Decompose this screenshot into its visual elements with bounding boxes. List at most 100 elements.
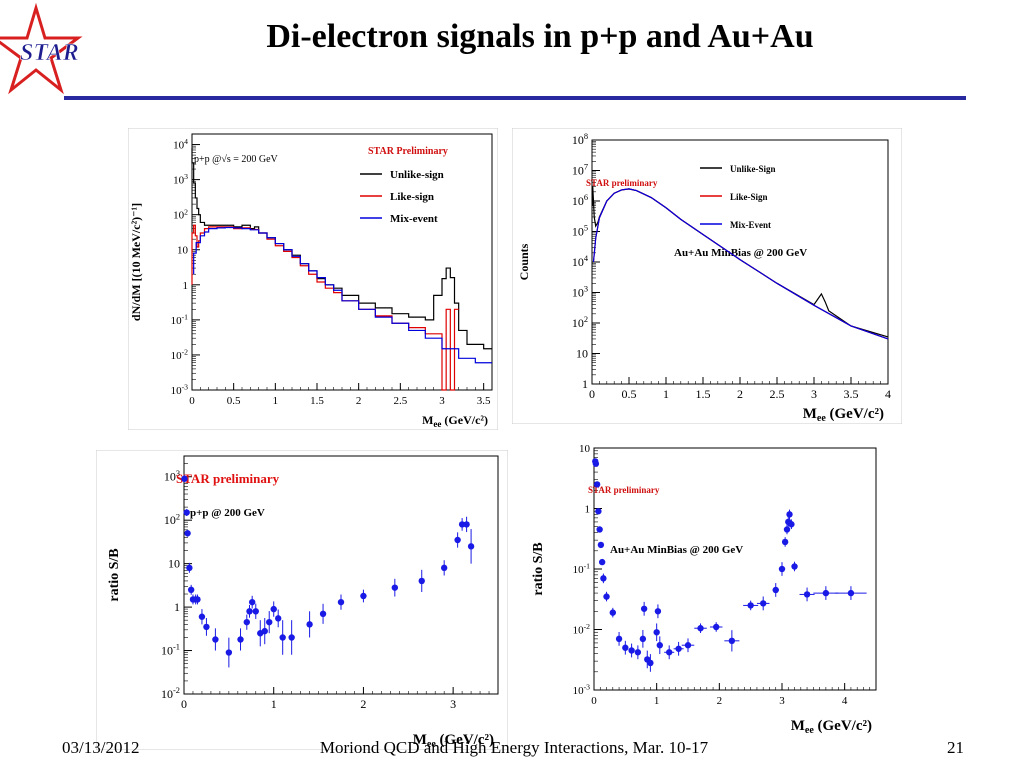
data-point <box>225 649 233 656</box>
auau-mass-svg: 0 0.5 1 1.5 2 2.5 3 3.5 4 1 10 102 103 104 105 106 107 10… <box>512 128 902 424</box>
x-tick-label: 0 <box>589 387 595 401</box>
legend-label: Like-Sign <box>730 192 768 202</box>
data-point <box>279 634 286 641</box>
plot-area <box>591 139 889 385</box>
x-tick-label: 4 <box>842 695 848 707</box>
y-axis-label: dN/dM [(10 MeV/c²)⁻¹] <box>129 203 143 321</box>
x-tick-label: 2 <box>360 697 366 711</box>
x-tick-label: 1.5 <box>696 387 711 401</box>
data-point <box>360 592 367 600</box>
data-point <box>786 511 793 518</box>
data-point <box>275 615 282 622</box>
plot-area <box>183 455 499 695</box>
data-point <box>288 634 295 641</box>
data-point <box>728 637 736 645</box>
x-tick-label: 1.5 <box>310 395 324 407</box>
x-tick-label: 2 <box>356 395 362 407</box>
data-point <box>781 538 789 546</box>
data-point <box>684 642 692 649</box>
pp-mass-chart: 0 0.5 1 1.5 2 2.5 3 3.5 10-3 10-2 10-1 1 10 102 103 104… <box>128 128 498 430</box>
data-point <box>639 635 647 643</box>
data-point <box>600 575 607 582</box>
title-divider <box>64 96 966 100</box>
data-point <box>747 602 754 609</box>
x-tick-label: 1 <box>663 387 669 401</box>
data-point <box>261 627 268 635</box>
data-point <box>194 596 201 603</box>
data-point <box>418 577 425 585</box>
x-axis-label: Mee (GeV/c²) <box>791 718 872 736</box>
data-point <box>803 591 811 598</box>
x-tick-label: 3 <box>450 697 456 711</box>
annotation: Au+Au MinBias @ 200 GeV <box>674 247 807 259</box>
y-tick-label: 102 <box>572 315 588 330</box>
x-tick-label: 3 <box>439 395 445 407</box>
data-point <box>266 618 273 626</box>
data-point <box>783 526 791 533</box>
x-tick-label: 0 <box>591 695 597 707</box>
y-axis-label: Counts <box>517 243 531 280</box>
y-axis-label: ratio S/B <box>531 542 546 595</box>
auau-ratio-chart: 0 1 2 3 4 10-3 10-2 10-1 1 10 ratio S/B Mee (GeV/c²… <box>520 440 886 736</box>
y-tick-label: 105 <box>572 224 588 239</box>
pp-ratio-chart: 0 1 2 3 10-2 10-1 1 10 102 103 ratio S/B Mee (GeV/c… <box>96 450 508 750</box>
data-point <box>593 481 601 488</box>
legend-label: Unlike-Sign <box>730 164 776 174</box>
pp-mass-svg: 0 0.5 1 1.5 2 2.5 3 3.5 10-3 10-2 10-1 1 10 102 103 104… <box>128 128 498 430</box>
data-point <box>198 613 206 620</box>
x-tick-label: 0 <box>189 395 195 407</box>
data-point <box>697 625 704 632</box>
data-point <box>337 598 345 606</box>
data-point <box>788 521 795 528</box>
y-tick-label: 10-2 <box>171 348 189 362</box>
data-point <box>654 608 662 615</box>
y-tick-label: 103 <box>173 172 188 186</box>
data-point <box>454 536 461 544</box>
x-axis-label: Mee (GeV/c²) <box>422 413 488 429</box>
x-axis-label: Mee (GeV/c²) <box>803 406 884 424</box>
data-point <box>634 649 642 656</box>
y-tick-label: 106 <box>572 193 588 208</box>
legend-label: Unlike-sign <box>390 169 444 181</box>
data-point <box>615 635 623 643</box>
legend-label: Like-sign <box>390 191 434 203</box>
auau-mass-chart: 0 0.5 1 1.5 2 2.5 3 3.5 4 1 10 102 103 104 105 106 107 10… <box>512 128 902 424</box>
data-point <box>596 526 603 533</box>
data-point <box>603 593 610 600</box>
data-point <box>246 608 253 615</box>
data-point <box>203 623 210 631</box>
pp-ratio-svg: 0 1 2 3 10-2 10-1 1 10 102 103 ratio S/B Mee (GeV/c… <box>96 450 508 750</box>
data-point <box>467 543 475 550</box>
y-tick-label: 1 <box>183 280 189 292</box>
y-tick-label: 108 <box>572 132 588 147</box>
data-point <box>237 636 244 643</box>
y-tick-label: 10-1 <box>171 312 189 326</box>
series-mix-event <box>592 188 889 340</box>
y-tick-label: 10 <box>168 557 180 571</box>
x-tick-label: 3.5 <box>477 395 491 407</box>
y-tick-label: 1 <box>174 600 180 614</box>
y-tick-label: 103 <box>164 469 180 484</box>
data-point <box>822 589 830 597</box>
data-point <box>187 586 195 594</box>
x-tick-label: 3 <box>811 387 817 401</box>
plot-area <box>593 447 877 691</box>
data-point <box>186 564 193 572</box>
data-point <box>181 475 188 482</box>
y-tick-label: 102 <box>164 512 180 527</box>
auau-ratio-svg: 0 1 2 3 4 10-3 10-2 10-1 1 10 ratio S/B Mee (GeV/c²… <box>520 440 886 736</box>
x-tick-label: 2.5 <box>770 387 785 401</box>
annotation: p+p @ 200 GeV <box>190 507 265 519</box>
y-tick-label: 10-3 <box>573 683 591 697</box>
data-point <box>791 563 798 570</box>
data-point <box>628 647 635 654</box>
y-tick-label: 103 <box>572 285 588 300</box>
annotation: STAR preliminary <box>588 485 660 495</box>
y-tick-label: 10-2 <box>161 686 180 701</box>
data-point <box>622 644 629 651</box>
data-point <box>598 558 606 566</box>
y-tick-label: 104 <box>173 137 188 151</box>
y-tick-label: 102 <box>173 207 188 221</box>
data-point <box>212 636 219 643</box>
data-point <box>595 508 602 515</box>
